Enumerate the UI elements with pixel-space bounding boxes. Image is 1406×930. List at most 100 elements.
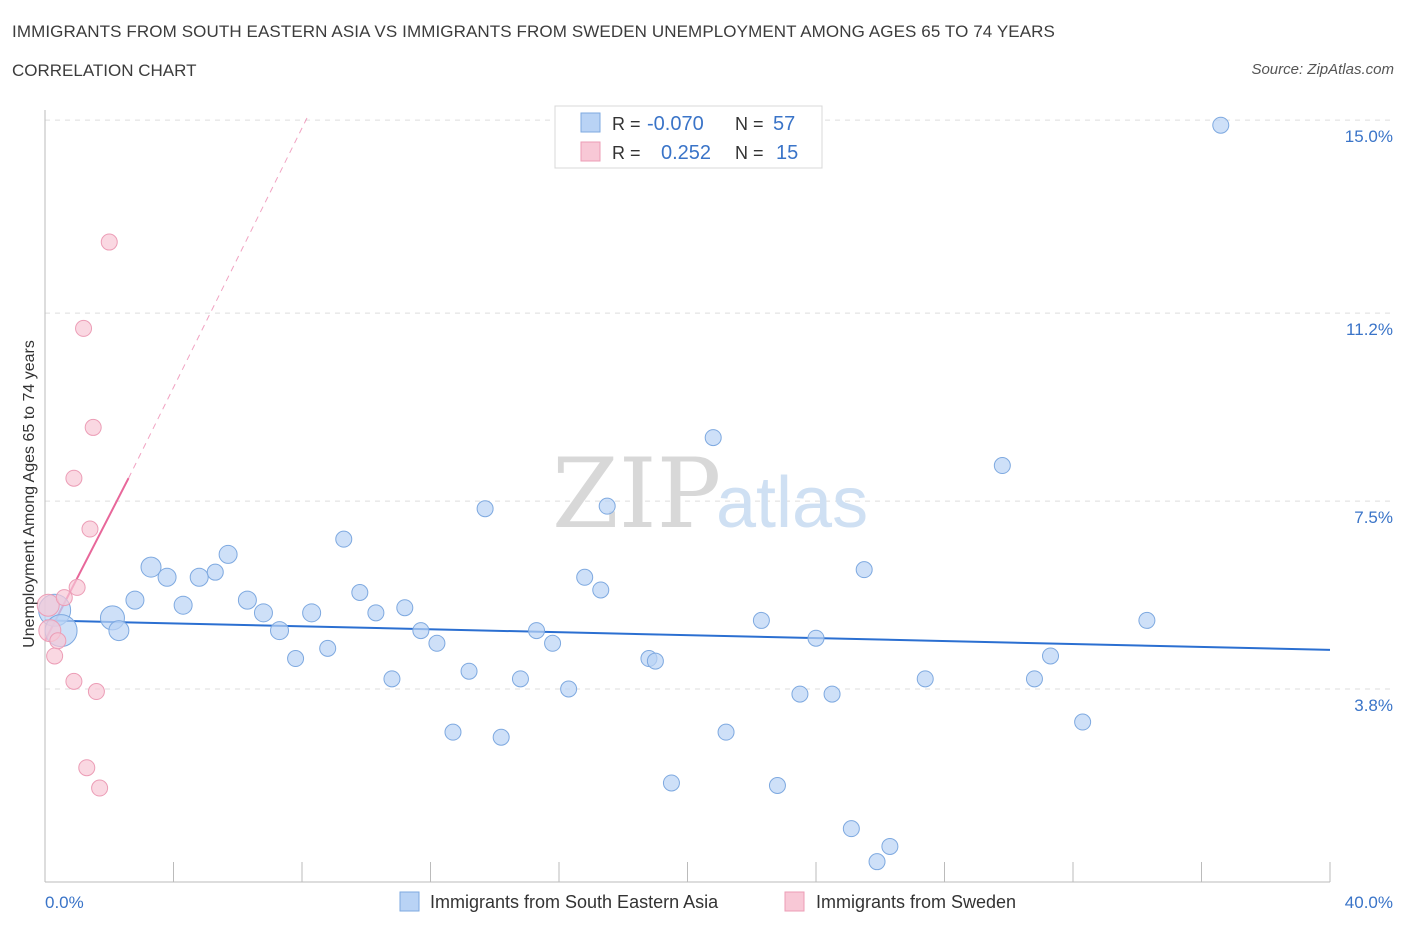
point-sea [237, 590, 257, 610]
watermark-zip: ZIP [552, 438, 721, 550]
point-sea [704, 429, 722, 447]
point-sea [993, 457, 1011, 475]
legend-swatch-sweden [784, 891, 805, 912]
point-sweden [46, 647, 64, 665]
y-tick-label: 7.5% [1354, 508, 1393, 527]
point-sea [662, 774, 680, 792]
point-sea [576, 568, 594, 586]
point-sweden [65, 469, 83, 487]
point-sea [383, 670, 401, 688]
watermark-atlas: atlas [716, 463, 868, 543]
point-sea [855, 561, 873, 579]
point-sea [253, 603, 273, 623]
point-sea [157, 567, 177, 587]
series-legend: Immigrants from South Eastern Asia Immig… [399, 891, 1016, 912]
watermark: ZIP atlas [552, 438, 868, 550]
point-sea [511, 670, 529, 688]
point-sweden [81, 520, 99, 538]
y-axis-label: Unemployment Among Ages 65 to 74 years [21, 340, 38, 648]
chart-subtitle: CORRELATION CHART [12, 61, 197, 80]
point-sea [768, 777, 786, 794]
stats-swatch-blue [580, 112, 601, 133]
point-sea [319, 639, 337, 657]
x-tick-label-min: 0.0% [45, 893, 84, 912]
legend-label-sweden: Immigrants from Sweden [816, 892, 1016, 912]
trend-lines [44, 114, 1331, 651]
point-sea [544, 634, 562, 652]
point-sweden [75, 319, 93, 337]
stats-n-label-blue: N = [735, 114, 764, 134]
point-sea [270, 621, 290, 641]
point-sea [881, 837, 899, 855]
point-sea [1042, 647, 1060, 665]
data-points [36, 116, 1230, 871]
point-sea [351, 584, 369, 601]
point-sweden [55, 589, 73, 607]
point-sea [560, 680, 578, 698]
point-sweden [100, 233, 118, 251]
point-sweden [84, 418, 102, 436]
point-sea [1138, 611, 1156, 629]
tick-labels: 3.8% 7.5% 11.2% 15.0% 0.0% 40.0% [45, 127, 1393, 912]
y-tick-label: 3.8% [1354, 696, 1393, 715]
point-sweden [49, 632, 67, 650]
point-sea [173, 595, 193, 615]
point-sea [287, 650, 305, 668]
point-sweden [65, 672, 83, 690]
point-sea [108, 620, 130, 642]
point-sea [807, 629, 825, 647]
point-sea [302, 603, 322, 623]
point-sea [125, 590, 145, 610]
point-sea [1074, 713, 1092, 731]
y-tick-label: 11.2% [1346, 320, 1393, 339]
point-sea [396, 599, 414, 617]
legend-label-sea: Immigrants from South Eastern Asia [430, 892, 719, 912]
point-sea [528, 622, 546, 640]
point-sea [189, 567, 209, 587]
point-sweden [87, 683, 105, 701]
y-tick-label: 15.0% [1345, 127, 1393, 146]
point-sweden [78, 759, 96, 777]
stats-r-value-blue: -0.070 [647, 113, 704, 135]
axes [44, 110, 1331, 883]
point-sea [444, 723, 462, 741]
point-sea [460, 662, 478, 680]
point-sea [916, 670, 934, 688]
point-sweden [68, 578, 86, 596]
stats-r-label-blue: R = [612, 114, 641, 134]
point-sea [717, 723, 735, 741]
point-sea [791, 685, 809, 703]
point-sea [206, 563, 224, 581]
legend-swatch-sea [399, 891, 420, 912]
point-sea [823, 685, 841, 703]
x-tick-label-max: 40.0% [1345, 893, 1393, 912]
chart-title: IMMIGRANTS FROM SOUTH EASTERN ASIA VS IM… [12, 22, 1055, 41]
stats-n-value-blue: 57 [773, 113, 795, 135]
source-credit: Source: ZipAtlas.com [1251, 61, 1394, 78]
point-sea [218, 544, 238, 564]
stats-n-label-pink: N = [735, 143, 764, 163]
point-sea [842, 820, 860, 838]
point-sea [752, 611, 770, 629]
point-sea [868, 853, 886, 871]
trend-line-sea [44, 619, 1331, 651]
point-sea [592, 581, 610, 599]
stats-legend: R = -0.070 N = 57 R = 0.252 N = 15 [554, 105, 823, 169]
point-sea [1212, 116, 1230, 134]
point-sea [140, 556, 162, 578]
point-sea [646, 652, 664, 670]
point-sea [367, 604, 385, 622]
point-sweden [91, 779, 109, 797]
point-sea [412, 622, 430, 640]
trend-line-sweden-extrapolated [128, 114, 309, 479]
stats-r-value-pink: 0.252 [661, 142, 711, 164]
stats-n-value-pink: 15 [776, 142, 798, 164]
stats-swatch-pink [580, 141, 601, 162]
point-sea [428, 634, 446, 652]
point-sea [598, 497, 616, 515]
stats-r-label-pink: R = [612, 143, 641, 163]
point-sweden [36, 593, 60, 617]
point-sea [492, 728, 510, 746]
point-sea [476, 500, 494, 518]
